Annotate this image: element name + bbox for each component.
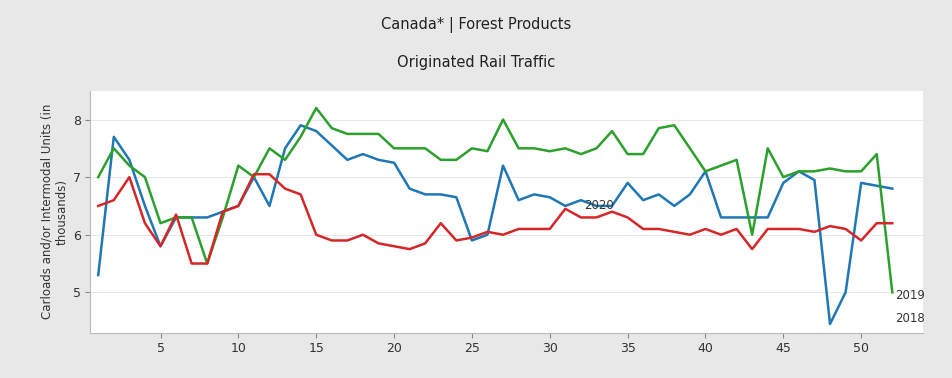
Text: Originated Rail Traffic: Originated Rail Traffic — [397, 55, 555, 70]
Text: 2018: 2018 — [896, 312, 925, 325]
Y-axis label: Carloads and/or Intermodal Units (in
thousands): Carloads and/or Intermodal Units (in tho… — [41, 104, 69, 319]
Text: 2020: 2020 — [584, 200, 614, 212]
Text: Canada* | Forest Products: Canada* | Forest Products — [381, 17, 571, 33]
Text: 2019: 2019 — [896, 289, 925, 302]
